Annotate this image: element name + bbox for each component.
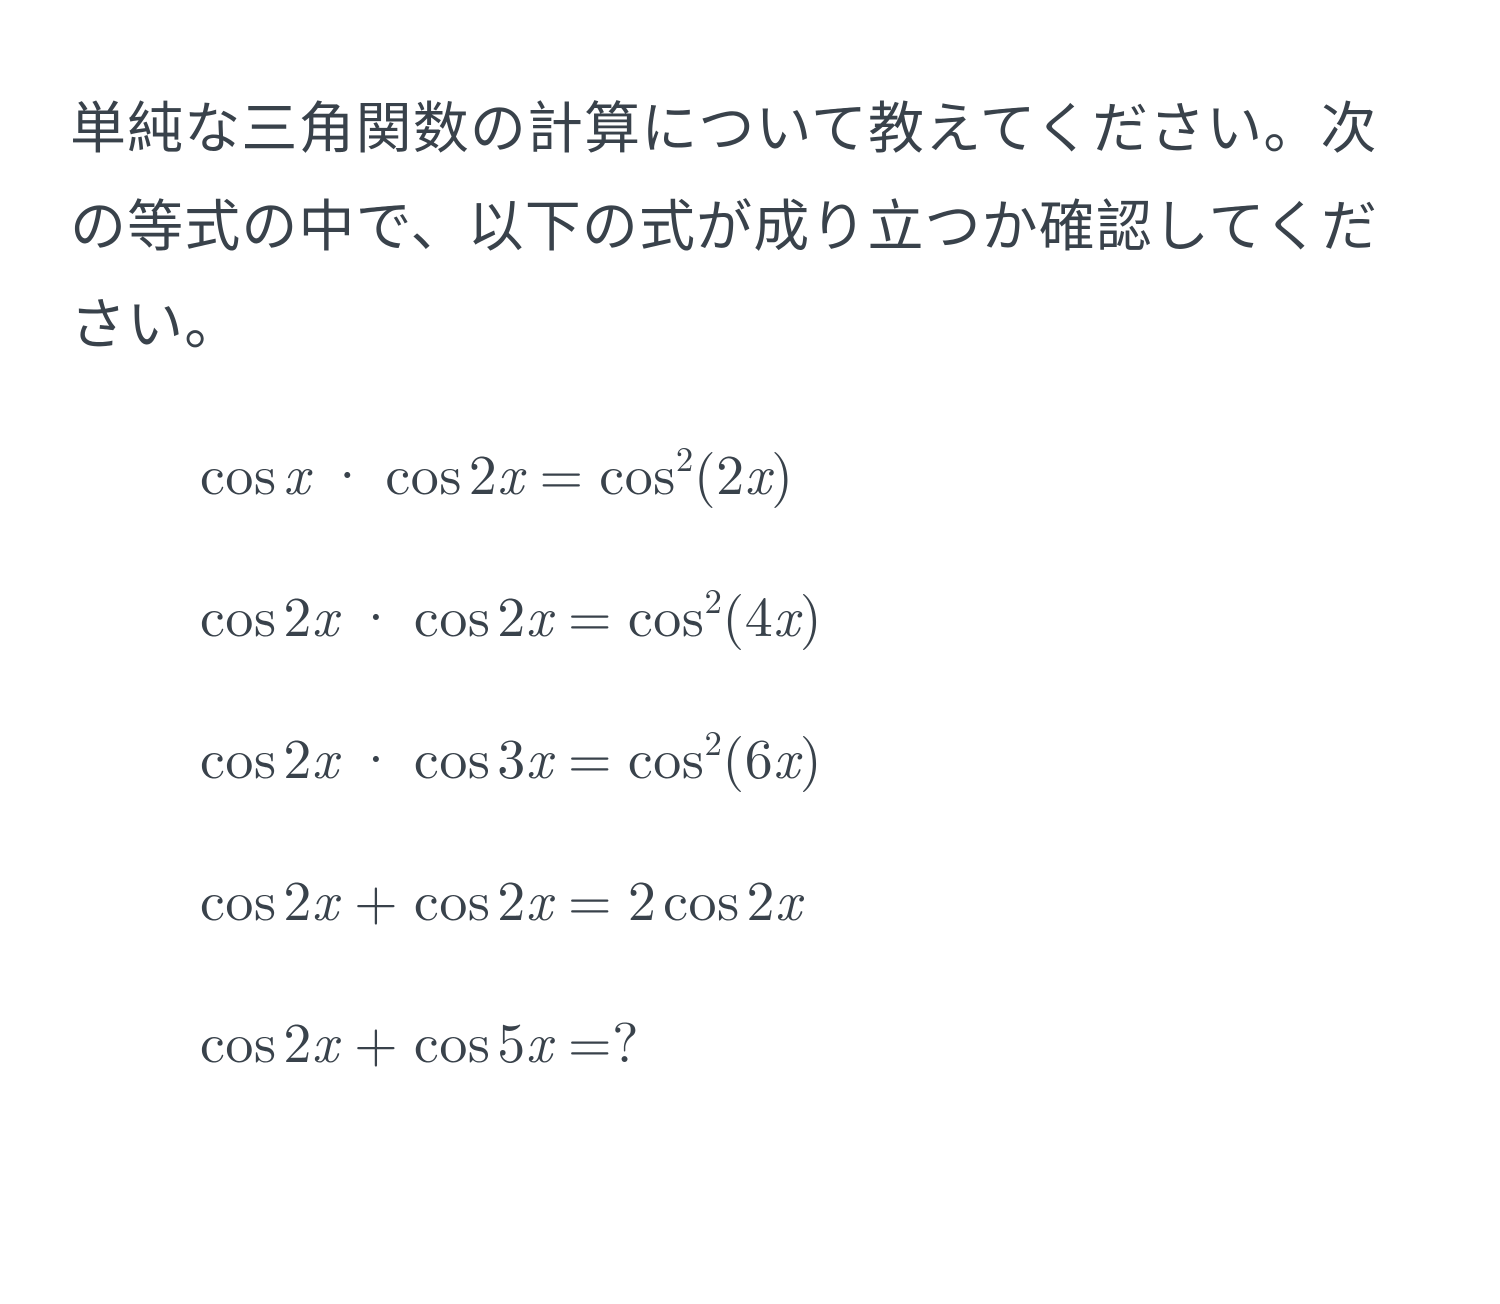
- equation-5: cos2x+cos5x=?: [200, 1012, 1430, 1068]
- equation-2: cos2x·cos2x=cos2(4x): [200, 586, 1430, 642]
- equation-1: cosx·cos2x=cos2(2x): [200, 444, 1430, 500]
- equation-list: cosx·cos2x=cos2(2x) cos2x·cos2x=cos2(4x) c…: [70, 444, 1430, 1068]
- equation-4: cos2x+cos2x=2cos2x: [200, 870, 1430, 926]
- equation-3: cos2x·cos3x=cos2(6x): [200, 728, 1430, 784]
- intro-text: 単純な三角関数の計算について教えてください。次の等式の中で、以下の式が成り立つか…: [70, 80, 1430, 374]
